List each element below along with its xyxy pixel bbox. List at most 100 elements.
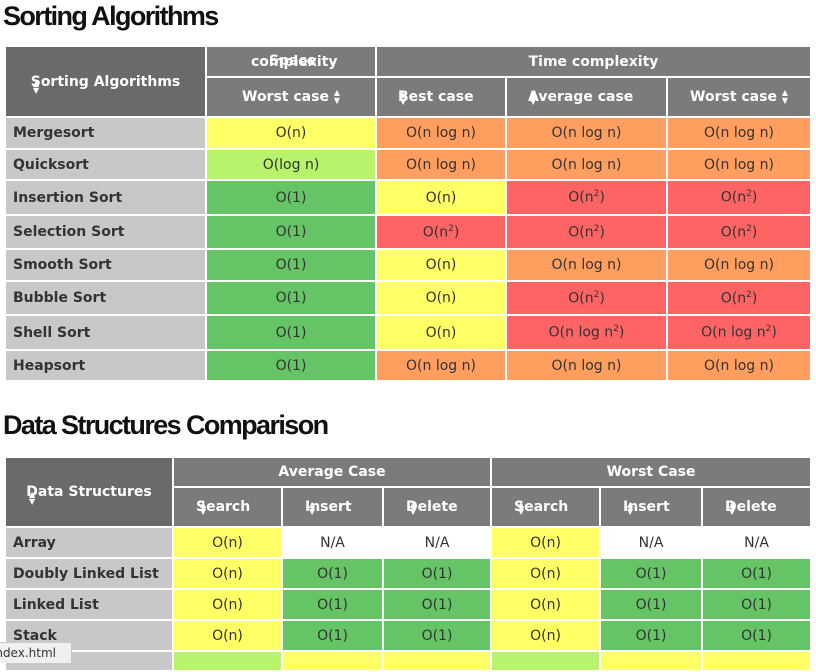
row-name: Linked List (4, 588, 174, 621)
table-row (4, 650, 813, 672)
sort-column-label: Best case (398, 89, 474, 105)
exponent: 2 (448, 223, 454, 234)
sort-column-header-worst-delete[interactable]: Delete ▲ ▼ (701, 486, 813, 528)
worst-delete-cell (701, 650, 813, 672)
best-cell: O(n) (375, 280, 507, 316)
sort-column-label: Delete (725, 499, 777, 515)
sort-column-header-avg-search[interactable]: Search ▲ ▼ (172, 486, 283, 528)
exponent: 2 (593, 289, 600, 300)
space-cell: O(1) (205, 179, 377, 216)
avg-insert-cell: O(1) (281, 588, 384, 621)
sort-column-header-average[interactable]: Average case ▲ ▼ (505, 76, 668, 118)
row-name: Smooth Sort (4, 248, 207, 282)
complexity-base: O(n log n (548, 324, 614, 341)
sort-column-header-worst-search[interactable]: Search ▲ ▼ (490, 486, 602, 528)
exponent: 2 (746, 189, 752, 200)
space-complexity-group-header: Space complexity (205, 45, 377, 78)
sort-column-header-space-worst[interactable]: Worst case ▲ ▼ (205, 76, 377, 118)
average-case-group-header: Average Case (171, 456, 493, 488)
data-structures-table: Data Structures ▲ ▼ Average Case Worst Ca… (4, 456, 813, 672)
complexity-base: O(n log n (701, 324, 766, 341)
triangle-down-icon: ▲ ▼ (200, 500, 207, 516)
avg-search-cell: O(n) (172, 619, 283, 652)
sort-column-header-avg-delete[interactable]: Delete ▲ ▼ (381, 486, 493, 528)
worst-cell: O(n log n2) (665, 314, 813, 351)
worst-insert-cell: N/A (599, 526, 704, 559)
sorting-algorithms-heading: Sorting Algorithms (3, 1, 219, 31)
average-cell: O(n log n) (505, 148, 668, 181)
exponent: 2 (765, 324, 772, 335)
avg-search-cell: O(n) (172, 557, 283, 590)
worst-cell: O(n log n) (665, 349, 813, 382)
data-structures-heading: Data Structures Comparison (3, 410, 329, 440)
avg-insert-cell: N/A (281, 526, 384, 559)
worst-cell: O(n2) (665, 179, 813, 216)
avg-insert-cell (281, 650, 384, 672)
best-cell: O(n log n) (375, 148, 507, 181)
table-row: Stack O(n) O(1) O(1) O(n) O(1) O(1) (4, 619, 813, 652)
row-name: Quicksort (4, 148, 207, 181)
triangle-down-icon: ▲ ▼ (530, 90, 537, 106)
exponent: 2 (746, 289, 752, 300)
worst-search-cell: O(n) (490, 588, 602, 621)
complexity-close: ) (751, 290, 758, 307)
complexity-base: O(n (422, 224, 449, 241)
sort-column-label: Insert (623, 499, 670, 515)
complexity-base: O(n (720, 189, 747, 206)
worst-search-cell (490, 650, 602, 672)
sort-column-label: Search (196, 499, 251, 515)
row-name: Heapsort (4, 349, 207, 382)
sort-column-header-avg-insert[interactable]: Insert ▲ ▼ (281, 486, 384, 528)
exponent: 2 (593, 189, 600, 200)
avg-search-cell (172, 650, 283, 672)
average-cell: O(n2) (505, 179, 668, 216)
sorting-algorithms-table: Sorting Algorithms ▲ ▼ Space complexity T… (4, 45, 813, 382)
best-cell: O(n) (375, 179, 507, 216)
space-cell: O(1) (205, 280, 377, 316)
best-cell: O(n) (375, 314, 507, 351)
worst-search-cell: O(n) (490, 619, 602, 652)
worst-cell: O(n log n) (665, 116, 813, 150)
worst-delete-cell: O(1) (701, 557, 813, 590)
average-cell: O(n2) (505, 280, 668, 316)
worst-insert-cell (599, 650, 704, 672)
worst-cell: O(n log n) (665, 148, 813, 181)
sort-arrows-icon: ▲ ▼ (781, 88, 788, 105)
row-name: Insertion Sort (4, 179, 207, 216)
worst-cell: O(n log n) (665, 248, 813, 282)
sort-column-header-data-structure[interactable]: Data Structures ▲ ▼ (4, 456, 174, 528)
avg-delete-cell: O(1) (381, 619, 493, 652)
complexity-close: ) (599, 290, 605, 307)
avg-search-cell: O(n) (172, 588, 283, 621)
complexity-close: ) (599, 189, 605, 206)
space-cell: O(log n) (205, 148, 377, 181)
sort-column-label: Worst case (690, 89, 777, 105)
sort-arrows-icon: ▲ ▼ (333, 88, 340, 105)
avg-delete-cell (381, 650, 493, 672)
triangle-down-icon: ▲ ▼ (729, 500, 736, 516)
sort-column-label: Insert (305, 499, 352, 515)
sort-column-header-worst[interactable]: Worst case ▲ ▼ (665, 76, 813, 118)
complexity-base: O(n (568, 290, 594, 307)
status-bar: index.html (0, 642, 72, 663)
sort-column-header-worst-insert[interactable]: Insert ▲ ▼ (599, 486, 704, 528)
complexity-base: O(n (720, 290, 747, 307)
best-cell: O(n) (375, 248, 507, 282)
sort-column-header-best[interactable]: Best case ▲ ▼ (375, 76, 507, 118)
triangle-down-icon: ▲ ▼ (410, 500, 417, 516)
space-cell: O(1) (205, 314, 377, 351)
complexity-close: ) (751, 224, 758, 241)
sort-column-label: Search (514, 499, 569, 515)
average-cell: O(n log n) (505, 248, 668, 282)
row-name: Bubble Sort (4, 280, 207, 316)
complexity-base: O(n (568, 189, 594, 206)
average-cell: O(n log n) (505, 116, 668, 150)
avg-search-cell: O(n) (172, 526, 283, 559)
space-group-label-a: Space (269, 53, 317, 69)
worst-insert-cell: O(1) (599, 588, 704, 621)
worst-cell: O(n2) (665, 280, 813, 316)
table-row: Bubble Sort O(1) O(n) O(n2) O(n2) (4, 280, 813, 316)
best-cell: O(n log n) (375, 349, 507, 382)
row-name: Array (4, 526, 174, 559)
sort-column-header-algorithm[interactable]: Sorting Algorithms ▲ ▼ (4, 45, 207, 118)
